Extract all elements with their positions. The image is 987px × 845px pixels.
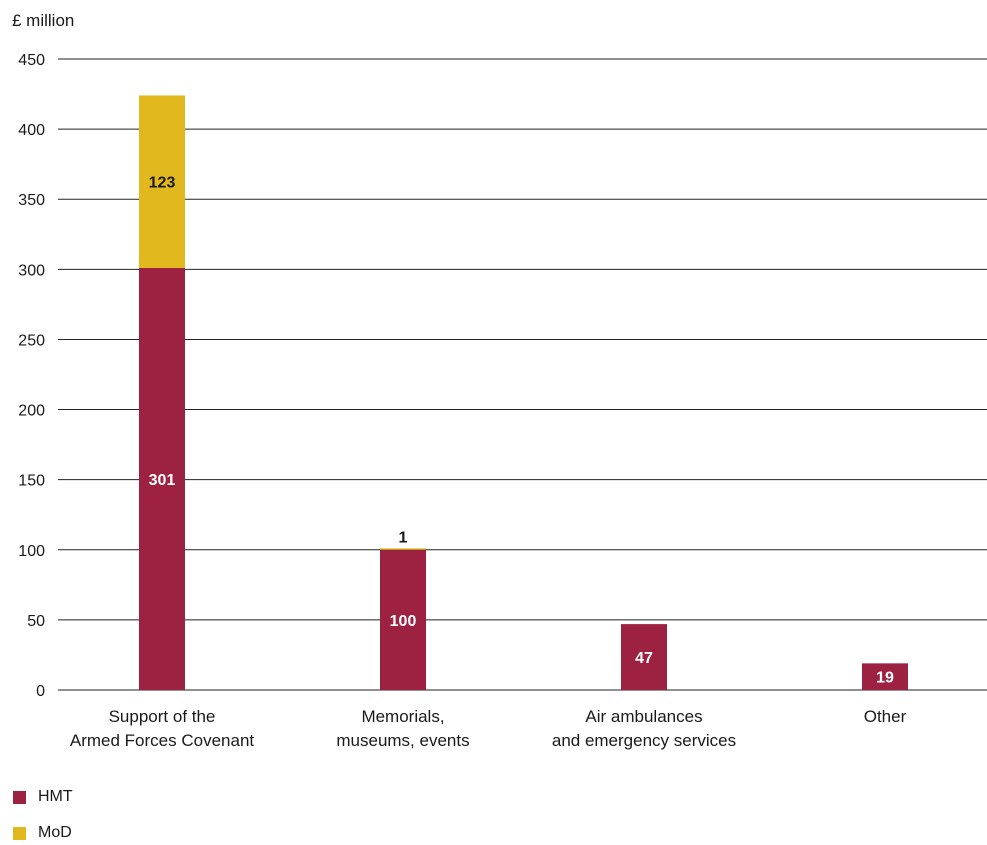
legend-label-hmt: HMT (38, 788, 73, 805)
legend-swatch-mod (13, 826, 26, 840)
y-tick-label: 450 (18, 52, 45, 69)
data-label: 19 (876, 670, 894, 687)
legend-swatch-hmt (13, 790, 26, 804)
y-tick-label: 150 (18, 473, 45, 490)
x-tick-label: Memorials, (361, 707, 444, 726)
legend-item-mod: MoD (13, 823, 73, 843)
x-tick-label: museums, events (336, 731, 469, 750)
x-tick-label: Other (864, 707, 907, 726)
y-tick-label: 0 (36, 683, 45, 700)
y-axis-label: £ million (12, 11, 74, 30)
y-axis-ticks: 0 50 100 150 200 250 300 350 400 450 (18, 52, 45, 700)
bars: 301 123 100 1 47 19 (139, 95, 908, 690)
x-axis-labels: Support of the Armed Forces Covenant Memor… (70, 707, 907, 750)
y-tick-label: 350 (18, 192, 45, 209)
bar-hmt-0 (139, 267, 185, 690)
y-tick-label: 100 (18, 543, 45, 560)
data-label: 123 (149, 175, 176, 192)
bar-hmt-3 (862, 663, 908, 690)
y-tick-label: 50 (27, 613, 45, 630)
y-tick-label: 200 (18, 403, 45, 420)
data-label: 100 (390, 613, 417, 630)
x-tick-label: Air ambulances (585, 707, 702, 726)
data-label: 1 (399, 529, 408, 546)
y-tick-label: 400 (18, 122, 45, 139)
x-tick-label: and emergency services (552, 731, 736, 750)
bar-hmt-1 (380, 549, 426, 690)
y-tick-label: 250 (18, 332, 45, 349)
legend: HMT MoD (13, 787, 73, 843)
x-tick-label: Support of the (109, 707, 216, 726)
data-label: 301 (149, 472, 176, 489)
data-label: 47 (635, 650, 653, 667)
x-tick-label: Armed Forces Covenant (70, 731, 255, 750)
gridlines (58, 58, 987, 691)
legend-label-mod: MoD (38, 824, 72, 841)
y-tick-label: 300 (18, 262, 45, 279)
bar-hmt-2 (621, 624, 667, 690)
bar-mod-1 (380, 548, 426, 550)
bar-mod-0 (139, 95, 185, 268)
legend-item-hmt: HMT (13, 787, 73, 807)
